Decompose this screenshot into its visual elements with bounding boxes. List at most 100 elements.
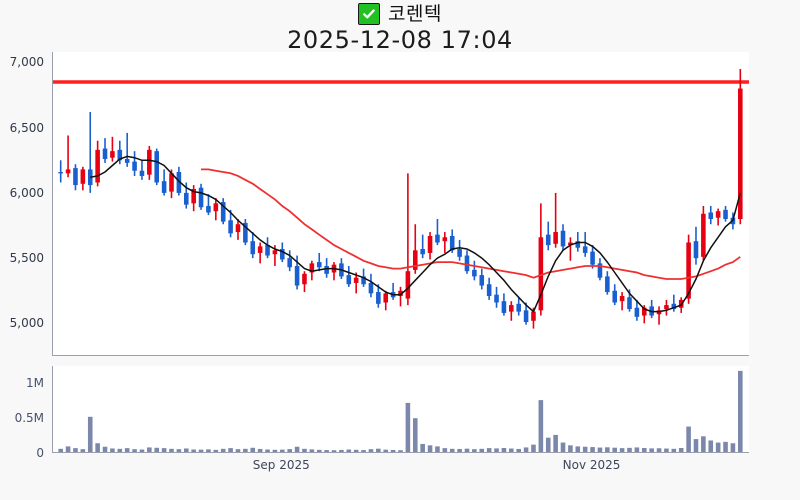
volume-bar	[664, 448, 669, 452]
volume-bar	[568, 445, 573, 452]
volume-bar	[575, 446, 581, 452]
volume-bar	[257, 448, 263, 452]
candle	[287, 250, 292, 272]
volume-bar	[509, 448, 514, 452]
volume-bar	[390, 449, 396, 452]
volume-bar	[619, 448, 625, 452]
volume-bar	[464, 448, 470, 452]
volume-bar	[65, 446, 71, 452]
volume-bar	[220, 448, 226, 452]
candle	[161, 169, 167, 196]
candle	[191, 185, 196, 212]
volume-bar	[280, 449, 285, 452]
volume-bar	[715, 442, 721, 452]
volume-bar	[250, 447, 256, 452]
candlestick-layer	[53, 68, 749, 329]
volume-bar	[560, 442, 566, 452]
price-tick-label: 5,000	[9, 316, 44, 331]
candle	[139, 160, 145, 180]
volume-bar	[139, 449, 145, 452]
candle	[464, 250, 470, 274]
volume-bar	[701, 436, 706, 452]
volume-bar	[228, 448, 233, 452]
candle	[457, 239, 462, 261]
price-tick-label: 6,000	[9, 185, 44, 200]
candle	[206, 194, 211, 216]
volume-bar	[376, 448, 381, 452]
candle	[523, 302, 529, 325]
candle	[316, 252, 322, 272]
candle	[265, 237, 270, 259]
volume-bar	[309, 449, 315, 452]
candle	[228, 209, 233, 238]
volume-bar	[102, 446, 108, 452]
candle	[257, 242, 263, 264]
volume-bar	[523, 447, 529, 452]
candle	[346, 265, 352, 287]
candle	[479, 268, 485, 290]
volume-bar	[582, 446, 588, 452]
volume-bar	[442, 448, 448, 452]
volume-bar	[117, 448, 123, 452]
volume-bar	[95, 443, 100, 452]
candle	[102, 138, 108, 163]
x-axis: Sep 2025 Nov 2025	[0, 454, 800, 478]
chart-header: 코렌텍 2025-12-08 17:04	[0, 0, 800, 62]
volume-bar	[612, 447, 618, 452]
volume-bar	[235, 449, 241, 452]
volume-tick-label: 1M	[26, 376, 44, 391]
candle	[95, 140, 100, 187]
candle	[738, 68, 743, 225]
candle	[612, 284, 618, 306]
candle	[124, 132, 130, 167]
price-tick-label: 7,000	[9, 55, 44, 70]
ma-long-line	[201, 168, 741, 280]
candle	[376, 284, 381, 308]
x-tick-label: Sep 2025	[252, 458, 310, 472]
candle	[671, 294, 677, 312]
price-chart-panel[interactable]	[52, 52, 749, 356]
candle	[701, 205, 706, 261]
candle	[597, 258, 603, 281]
volume-bar	[501, 447, 507, 452]
candle	[560, 224, 566, 251]
price-tick-label: 5,500	[9, 251, 44, 266]
price-axis: 7,000 6,500 6,000 5,500 5,000	[0, 52, 52, 356]
candle	[605, 271, 610, 295]
candle	[383, 290, 389, 311]
volume-bar	[412, 418, 418, 452]
candle	[331, 262, 337, 281]
candle	[65, 135, 71, 178]
candle	[693, 226, 699, 265]
candle	[368, 273, 374, 298]
volume-bar	[590, 447, 595, 452]
volume-bar	[545, 437, 551, 452]
volume-bar	[730, 443, 736, 452]
candle	[427, 232, 433, 260]
candle	[538, 203, 544, 316]
volume-bar	[723, 441, 728, 452]
page-title: 코렌텍	[388, 3, 442, 25]
volume-chart-panel[interactable]	[52, 366, 749, 453]
volume-bar	[324, 450, 329, 452]
candle	[619, 292, 625, 311]
candle	[302, 271, 307, 293]
volume-bar	[427, 445, 433, 452]
candle	[723, 205, 728, 222]
volume-bar	[243, 448, 248, 452]
candle	[545, 221, 551, 251]
volume-bar	[198, 449, 204, 452]
volume-bar	[169, 448, 174, 452]
candle	[472, 260, 477, 281]
volume-bar	[634, 447, 640, 452]
volume-bar	[457, 448, 462, 452]
volume-bar	[176, 449, 182, 452]
volume-bar	[272, 449, 278, 452]
candle	[494, 286, 499, 308]
volume-bar	[671, 448, 677, 452]
volume-bar	[605, 447, 610, 452]
candle	[486, 277, 492, 300]
candle	[117, 140, 123, 165]
volume-bar	[420, 443, 425, 452]
